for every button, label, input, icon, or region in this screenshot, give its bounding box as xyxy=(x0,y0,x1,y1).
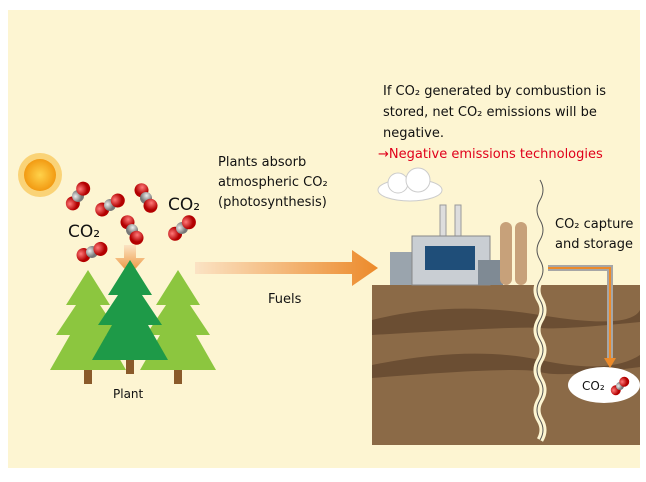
absorb-text: atmospheric CO₂ xyxy=(218,175,328,190)
storage-label: CO₂ capture xyxy=(555,217,633,232)
fuels-label: Fuels xyxy=(268,292,302,307)
note: negative. xyxy=(383,126,444,141)
plant-label: Plant xyxy=(113,387,144,401)
note: stored, net CO₂ emissions will be xyxy=(383,105,597,120)
sun xyxy=(18,153,62,197)
note: If CO₂ generated by combustion is xyxy=(383,84,606,99)
storage-label: and storage xyxy=(555,237,633,252)
absorb-text: Plants absorb xyxy=(218,155,306,170)
diagram: CO₂ CO₂ Plants absorb atmospheric CO₂ (p… xyxy=(0,0,646,482)
stored-label: CO₂ xyxy=(582,379,605,393)
co2-label: CO₂ xyxy=(168,195,200,215)
co2-label: CO₂ xyxy=(68,222,100,242)
absorb-text: (photosynthesis) xyxy=(218,195,327,210)
note-highlight: →Negative emissions technologies xyxy=(378,147,603,162)
